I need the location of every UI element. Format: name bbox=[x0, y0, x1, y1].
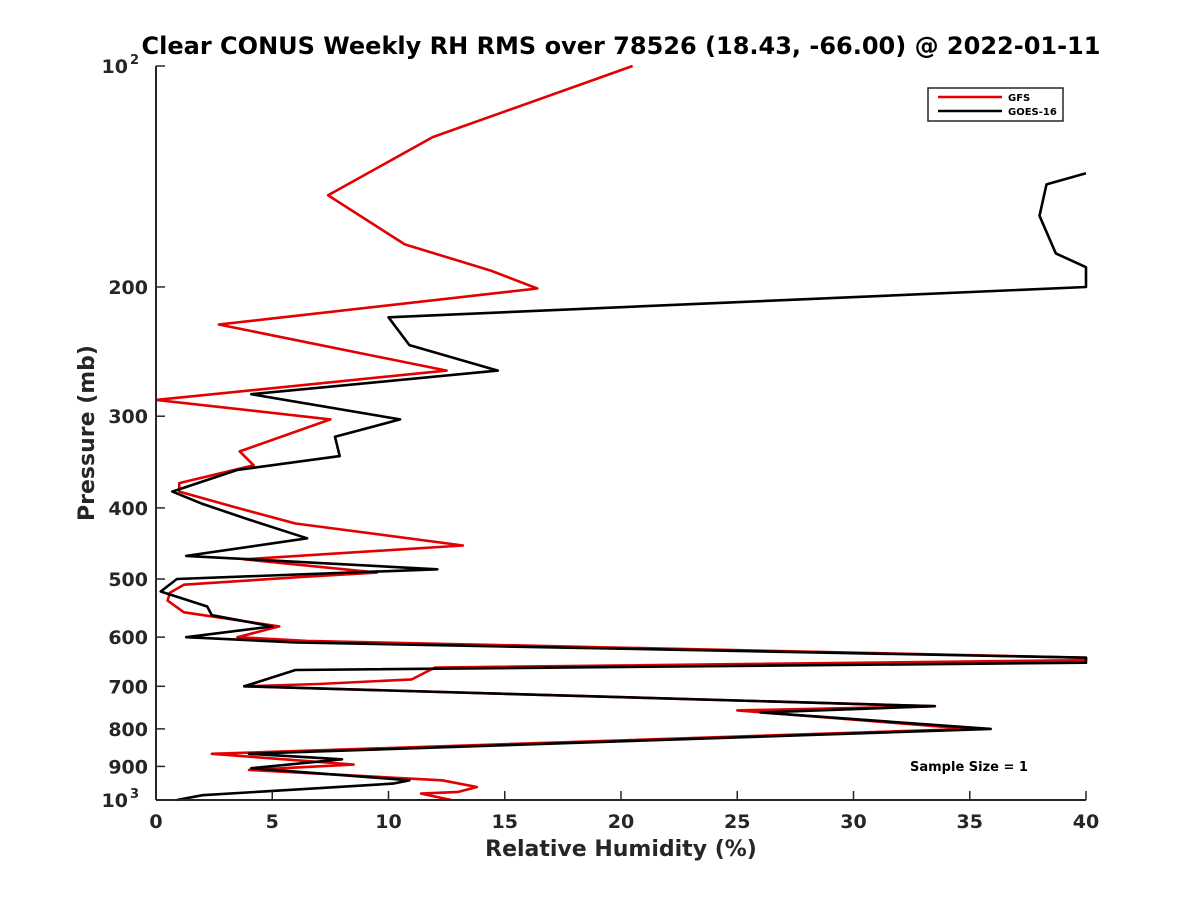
y-tick-label: 10 bbox=[102, 790, 128, 812]
y-tick-label: 600 bbox=[108, 627, 148, 649]
x-axis-label: Relative Humidity (%) bbox=[485, 837, 757, 862]
sample-size-annotation: Sample Size = 1 bbox=[910, 760, 1028, 775]
x-tick-label: 15 bbox=[492, 811, 518, 833]
legend-label-gfs: GFS bbox=[1008, 93, 1030, 104]
y-tick-label: 400 bbox=[108, 498, 148, 520]
y-axis-label: Pressure (mb) bbox=[75, 345, 100, 521]
y-tick-label: 900 bbox=[108, 756, 148, 778]
y-tick-exponent: 2 bbox=[130, 53, 139, 68]
x-tick-label: 5 bbox=[266, 811, 279, 833]
x-ticks: 0 5 10 15 20 25 30 35 40 bbox=[149, 791, 1099, 833]
chart-title: Clear CONUS Weekly RH RMS over 78526 (18… bbox=[142, 32, 1101, 60]
legend: GFS GOES-16 bbox=[927, 87, 1064, 122]
y-tick-label: 10 bbox=[102, 56, 128, 78]
x-tick-label: 10 bbox=[375, 811, 401, 833]
x-tick-label: 35 bbox=[957, 811, 983, 833]
legend-box bbox=[927, 87, 1064, 122]
x-tick-label: 0 bbox=[149, 811, 162, 833]
series-line-goes16 bbox=[159, 172, 1088, 802]
y-tick-label: 800 bbox=[108, 719, 148, 741]
x-tick-label: 40 bbox=[1073, 811, 1099, 833]
series-layer bbox=[156, 64, 1088, 802]
y-tick-label: 700 bbox=[108, 676, 148, 698]
y-tick-exponent: 3 bbox=[130, 787, 139, 802]
y-tick-label: 200 bbox=[108, 277, 148, 299]
x-tick-label: 20 bbox=[608, 811, 634, 833]
legend-label-goes16: GOES-16 bbox=[1008, 107, 1057, 118]
x-tick-label: 30 bbox=[840, 811, 866, 833]
x-tick-label: 25 bbox=[724, 811, 750, 833]
y-tick-label: 300 bbox=[108, 406, 148, 428]
y-tick-label: 500 bbox=[108, 569, 148, 591]
